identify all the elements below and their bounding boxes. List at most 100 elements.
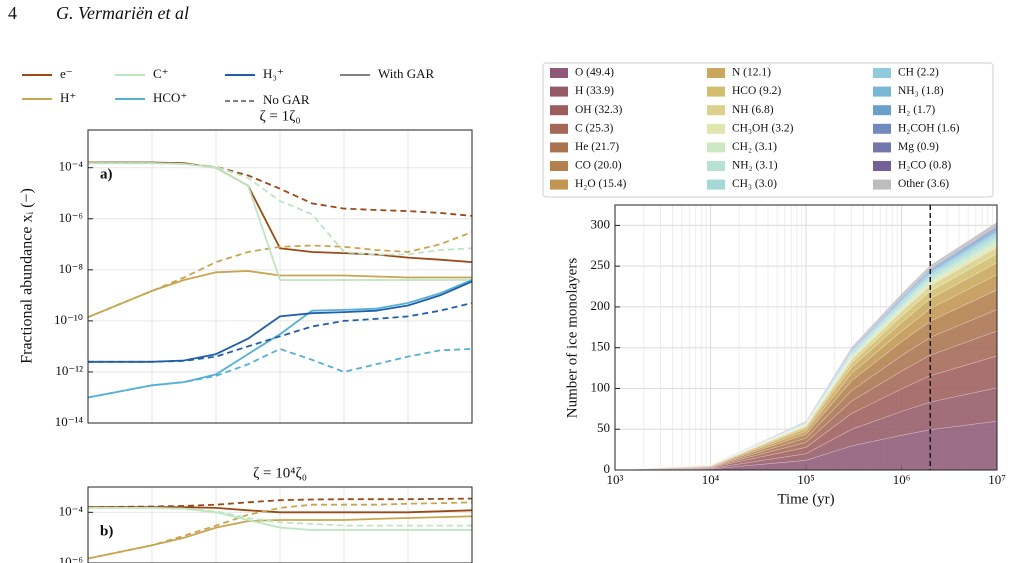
curves — [88, 161, 472, 399]
legend-swatch — [707, 179, 725, 190]
y-tick-label: 200 — [591, 298, 611, 313]
abundance-curve — [88, 501, 472, 560]
abundance-curve — [88, 507, 472, 527]
legend-label: H₃⁺ — [263, 66, 284, 81]
x-tick-label: 10⁷ — [988, 472, 1006, 487]
legend-label: H₂ (1.7) — [898, 104, 935, 116]
y-tick-label: 10⁻⁴ — [59, 159, 84, 174]
plot-frame — [87, 129, 473, 424]
stacked-area — [615, 221, 997, 470]
legend-label: H⁺ — [60, 90, 76, 105]
abundance-curve — [88, 302, 472, 363]
running-head: G. Vermariën et al — [56, 3, 189, 23]
legend-swatch — [873, 142, 891, 153]
abundance-curve — [88, 347, 472, 399]
panel-title: ζ = 1ζ₀ — [259, 108, 300, 124]
y-tick-label: 10⁻¹⁴ — [55, 414, 84, 429]
legend-label: C (25.3) — [575, 122, 614, 134]
abundance-curve — [88, 497, 472, 509]
legend-swatch — [550, 142, 568, 153]
page-number: 4 — [8, 3, 17, 23]
plot-frame — [87, 486, 473, 563]
legend-label: CH₂ (3.1) — [732, 141, 777, 153]
legend-swatch — [707, 123, 725, 134]
legend-label: HCO⁺ — [153, 90, 187, 105]
legend-label: H₂CO (0.8) — [898, 160, 951, 172]
y-axis-label: Fractional abundance xᵢ (−) — [19, 188, 36, 364]
legend-swatch — [873, 105, 891, 116]
legend-swatch — [707, 142, 725, 153]
legend-label: HCO (9.2) — [732, 85, 781, 97]
legend-swatch — [873, 68, 891, 78]
legend-swatch — [550, 86, 568, 97]
abundance-figure: e⁻ H⁺ C⁺ HCO⁺ H₃⁺ With GAR No GAR Fractional ab… — [19, 66, 473, 563]
legend-label: He (21.7) — [575, 141, 619, 153]
ice-figure: O (49.4) H (33.9) OH (32.3) C (25.3) He (21.… — [542, 62, 1006, 507]
stacked-area — [615, 387, 997, 470]
legend-label: No GAR — [263, 92, 310, 107]
legend-label: OH (32.3) — [575, 104, 622, 116]
legend-label: CH₃OH (3.2) — [732, 122, 794, 134]
legend-swatch — [550, 105, 568, 116]
legend-swatch — [707, 68, 725, 78]
abundance-curve — [88, 162, 472, 256]
plot-frame — [614, 204, 998, 471]
y-tick-label: 10⁻⁸ — [59, 261, 84, 276]
y-axis-label: Number of ice monolayers — [564, 258, 580, 419]
y-tick-label: 10⁻¹⁰ — [54, 312, 83, 327]
abundance-curve — [88, 270, 472, 319]
legend-swatch — [873, 179, 891, 190]
areas — [615, 221, 997, 470]
y-tick-label: 150 — [591, 339, 611, 354]
y-tick-label: 250 — [591, 257, 611, 272]
y-tick-label: 10⁻⁶ — [59, 554, 83, 563]
legend-swatch — [873, 86, 891, 97]
y-tick-label: 100 — [591, 379, 611, 394]
abundance-curve — [88, 515, 472, 560]
legend-swatch — [550, 68, 568, 78]
x-axis-label: Time (yr) — [777, 491, 834, 507]
x-tick-label: 10⁵ — [797, 472, 815, 487]
y-tick-label: 50 — [597, 420, 610, 435]
legend-label: CO (20.0) — [575, 160, 622, 172]
legend-label: C⁺ — [153, 66, 169, 81]
legend-label: NH (6.8) — [732, 104, 774, 116]
curves — [88, 497, 472, 560]
abundance-curve — [88, 231, 472, 319]
legend-swatch — [550, 179, 568, 190]
x-tick-label: 10³ — [607, 472, 624, 487]
legend-label: H₂COH (1.6) — [898, 122, 960, 134]
legend-swatch — [873, 123, 891, 134]
legend-label: O (49.4) — [575, 67, 614, 79]
legend-swatch — [707, 86, 725, 97]
legend-label: CH (2.2) — [898, 67, 939, 79]
panel-title: ζ = 10⁴ζ₀ — [253, 465, 307, 481]
stacked-area — [615, 420, 997, 470]
legend-swatch — [873, 161, 891, 171]
y-tick-label: 10⁻¹² — [55, 363, 83, 378]
y-tick-label: 0 — [604, 461, 611, 476]
legend-label: H (33.9) — [575, 85, 614, 97]
legend-swatch — [550, 123, 568, 134]
stacked-area — [615, 330, 997, 470]
legend-swatch — [707, 161, 725, 171]
abundance-curve — [88, 506, 472, 514]
x-tick-label: 10⁴ — [702, 472, 720, 487]
legend-label: Mg (0.9) — [898, 141, 939, 153]
legend-label: NH₂ (3.1) — [732, 160, 778, 172]
y-tick-label: 10⁻⁴ — [59, 503, 84, 518]
x-tick-label: 10⁶ — [893, 472, 911, 487]
panel-label: a) — [100, 166, 113, 182]
panel-label: b) — [100, 523, 113, 539]
legend-label: With GAR — [378, 66, 434, 81]
y-tick-label: 10⁻⁶ — [59, 210, 83, 225]
legend-swatch — [550, 161, 568, 171]
legend-label: e⁻ — [60, 66, 73, 81]
y-tick-label: 300 — [591, 216, 611, 231]
legend-swatch — [707, 105, 725, 116]
legend-label: CH₃ (3.0) — [732, 178, 777, 190]
legend-label: H₂O (15.4) — [575, 178, 626, 190]
legend-label: Other (3.6) — [898, 178, 949, 190]
